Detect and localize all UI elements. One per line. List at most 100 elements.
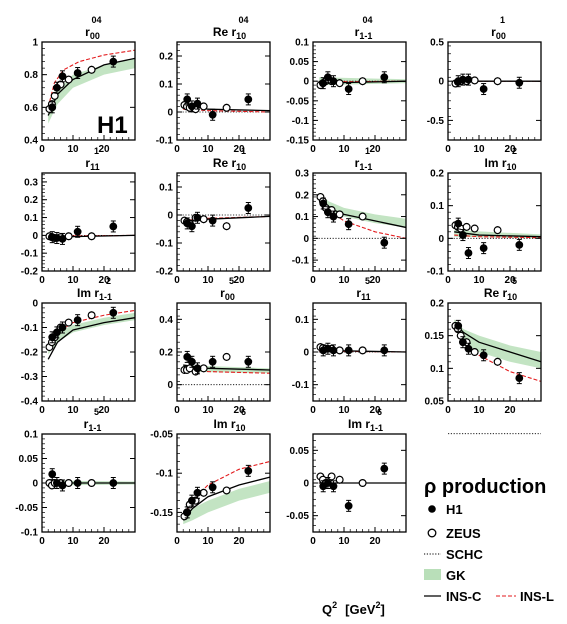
ytick-label: 0 <box>303 348 309 359</box>
h1-point <box>329 346 338 355</box>
ytick-label: -0.15 <box>286 136 309 147</box>
xaxis-label-var: Q <box>322 602 332 617</box>
gk-band <box>319 192 406 228</box>
ytick-label: -0.1 <box>292 116 310 127</box>
ytick-label: 0 <box>438 77 444 88</box>
zeus-point <box>335 475 344 484</box>
panel-title: r11 <box>356 286 370 302</box>
ytick-label: -0.05 <box>150 430 173 441</box>
title-sup: 04 <box>91 15 101 25</box>
h1-point <box>52 83 61 92</box>
h1-point <box>479 85 488 93</box>
legend-insc-label: INS-C <box>446 589 482 604</box>
zeus-point <box>87 65 96 74</box>
h1-point <box>109 479 118 487</box>
h1-point <box>48 103 57 112</box>
legend-zeus-marker <box>427 528 437 538</box>
plot-frame <box>176 433 271 533</box>
ytick-label: 0 <box>303 479 309 490</box>
legend: ρ production H1 ZEUS SCHC GK INS-C INS-L <box>424 476 554 604</box>
ytick-label: 0.2 <box>159 348 173 359</box>
ytick-label: 0 <box>32 231 38 242</box>
xtick-label: 10 <box>338 536 350 547</box>
title-sup: 2 <box>106 276 111 286</box>
zeus-point <box>327 472 336 481</box>
title-sup: 1 <box>365 146 370 156</box>
legend-insl-label: INS-L <box>520 589 554 604</box>
ytick-label: -0.2 <box>156 267 174 278</box>
ytick-label: 0.2 <box>159 52 173 63</box>
h1-point <box>109 57 118 66</box>
xtick-label: 0 <box>39 275 45 286</box>
xtick-label: 10 <box>473 405 485 416</box>
xtick-label: 10 <box>473 144 485 155</box>
h1-point <box>344 85 353 93</box>
panel-title: r11 <box>85 156 99 172</box>
xtick-label: 0 <box>174 144 180 155</box>
ytick-label: -0.5 <box>427 116 445 127</box>
xtick-label: 10 <box>67 144 79 155</box>
zeus-point <box>87 311 96 320</box>
ytick-label: 0.1 <box>430 364 444 375</box>
title-prefix: Im r <box>213 417 235 431</box>
title-prefix: Re r <box>213 156 237 170</box>
ytick-label: 0.1 <box>295 212 309 223</box>
ytick-label: -0.1 <box>156 469 174 480</box>
h1-point <box>58 323 67 332</box>
zeus-point <box>222 352 231 361</box>
h1-point <box>479 244 488 253</box>
xtick-label: 20 <box>233 275 245 286</box>
title-prefix: r <box>356 286 361 300</box>
xtick-label: 20 <box>369 405 381 416</box>
xtick-label: 20 <box>369 536 381 547</box>
title-sub: 10 <box>507 292 517 302</box>
h1-point <box>183 353 192 361</box>
legend-zeus-label: ZEUS <box>446 526 481 541</box>
title-prefix: Im r <box>348 417 370 431</box>
ytick-label: 0.4 <box>24 136 38 147</box>
h1-point <box>208 357 217 366</box>
zeus-point <box>493 226 502 235</box>
panel-title: Im r10 <box>213 417 245 433</box>
h1-point <box>73 316 82 325</box>
h1-point <box>458 231 467 239</box>
zeus-point <box>199 102 208 111</box>
xaxis-label-unit: [GeV <box>345 602 376 617</box>
h1-logo-label: H1 <box>97 112 128 139</box>
ytick-label: -0.05 <box>286 511 309 522</box>
title-sup: 6 <box>377 407 382 417</box>
title-sup: 1 <box>241 146 246 156</box>
panel-title: r1-1 <box>355 156 373 172</box>
h1-point <box>58 481 67 490</box>
insl-curve <box>318 196 407 239</box>
title-sub: 1-1 <box>99 292 112 302</box>
ytick-label: 0.4 <box>159 315 173 326</box>
title-prefix: r <box>84 417 89 431</box>
ytick-label: 0.1 <box>430 201 444 212</box>
zeus-point <box>493 77 502 86</box>
ytick-label: 0 <box>303 234 309 245</box>
xtick-label: 0 <box>310 536 316 547</box>
xtick-label: 0 <box>310 144 316 155</box>
title-prefix: r <box>491 25 496 39</box>
plot-frame <box>176 302 271 402</box>
ytick-label: 0.1 <box>159 183 173 194</box>
title-sup: 1 <box>500 15 505 25</box>
title-prefix: Im r <box>484 156 506 170</box>
h1-point <box>454 321 463 330</box>
xtick-label: 20 <box>504 144 516 155</box>
ytick-label: 0.6 <box>24 103 38 114</box>
zeus-point <box>358 479 367 488</box>
title-prefix: Im r <box>77 286 99 300</box>
xtick-label: 0 <box>310 405 316 416</box>
panel-title: Im r10 <box>484 156 516 172</box>
h1-point <box>187 357 196 366</box>
zeus-point <box>222 222 231 231</box>
gk-band <box>454 319 541 369</box>
ytick-label: 0 <box>167 380 173 391</box>
